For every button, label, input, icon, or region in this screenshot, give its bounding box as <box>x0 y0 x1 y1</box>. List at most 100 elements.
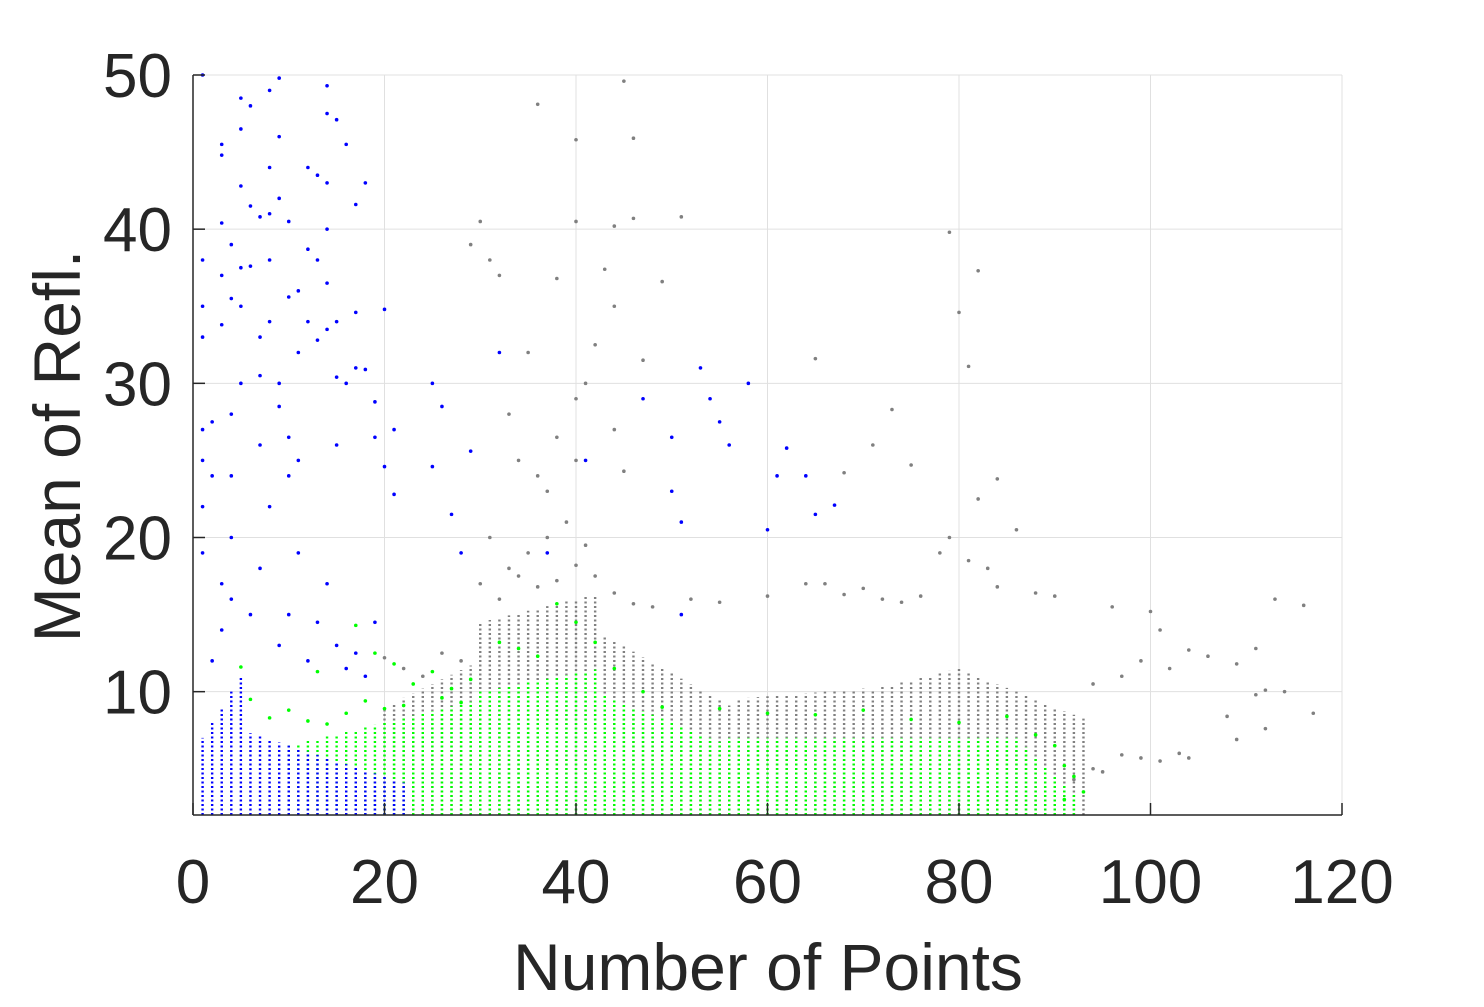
y-axis-label: Mean of Refl. <box>20 250 94 643</box>
data-point <box>574 620 578 625</box>
data-point <box>593 342 597 347</box>
data-point <box>1234 737 1239 742</box>
data-point <box>325 722 329 726</box>
data-point <box>1052 594 1057 598</box>
data-point <box>239 184 243 188</box>
data-point <box>679 612 684 617</box>
data-point <box>660 279 664 284</box>
data-point <box>239 265 243 270</box>
data-point <box>985 566 990 571</box>
data-point <box>286 295 291 299</box>
data-point <box>1033 733 1038 737</box>
data-point <box>315 258 320 262</box>
data-point <box>574 396 578 401</box>
data-point <box>526 551 530 555</box>
data-point <box>210 420 214 424</box>
data-point <box>1148 609 1153 614</box>
data-point <box>861 708 866 712</box>
data-point <box>353 366 358 370</box>
data-point <box>535 585 540 589</box>
data-point <box>1225 714 1229 719</box>
data-point <box>574 458 578 463</box>
data-point <box>315 173 320 178</box>
data-point <box>507 412 511 416</box>
data-point <box>727 443 731 447</box>
data-point <box>1014 527 1019 532</box>
data-point <box>239 96 243 100</box>
y-tick-label: 10 <box>103 659 172 728</box>
data-point <box>804 581 808 586</box>
data-point <box>535 102 540 107</box>
data-point <box>1167 666 1172 671</box>
y-tick-label: 30 <box>103 350 172 419</box>
data-point <box>306 719 310 723</box>
data-point <box>497 597 502 601</box>
data-point <box>334 643 339 648</box>
data-point <box>526 350 530 355</box>
data-point <box>459 551 463 555</box>
data-point <box>363 674 368 679</box>
data-point <box>258 373 262 378</box>
data-point <box>325 111 329 116</box>
data-point <box>239 381 243 386</box>
data-point <box>612 591 617 595</box>
data-point <box>344 381 349 386</box>
data-point <box>957 310 961 315</box>
data-point <box>344 666 349 671</box>
data-point <box>277 196 281 201</box>
data-point <box>1263 688 1268 692</box>
x-tick-label: 80 <box>925 848 994 917</box>
data-point <box>248 204 253 208</box>
data-point <box>555 276 559 281</box>
data-point <box>669 435 674 440</box>
data-point <box>976 268 980 273</box>
data-point <box>267 165 272 170</box>
data-point <box>1177 751 1182 756</box>
data-point <box>545 551 550 555</box>
data-point <box>488 535 492 540</box>
data-point <box>296 458 301 463</box>
data-point <box>842 470 846 475</box>
data-point <box>296 551 301 555</box>
data-point <box>219 273 224 278</box>
data-point <box>229 242 234 247</box>
data-point <box>516 574 521 578</box>
data-point <box>545 489 550 494</box>
data-point <box>286 219 291 224</box>
data-point <box>545 535 550 540</box>
data-point <box>200 258 205 262</box>
data-point <box>679 520 684 524</box>
data-point <box>401 703 406 708</box>
data-point <box>248 612 253 617</box>
data-point <box>239 127 243 131</box>
data-point <box>219 221 224 225</box>
data-point <box>1062 797 1067 802</box>
data-point <box>325 227 329 231</box>
data-point <box>459 700 463 705</box>
data-point <box>210 474 214 478</box>
data-point <box>631 136 636 141</box>
data-point <box>708 396 712 401</box>
data-point <box>258 566 262 571</box>
data-point <box>392 492 396 497</box>
data-point <box>938 551 942 555</box>
data-point <box>717 600 722 605</box>
data-point <box>382 307 387 312</box>
data-point <box>258 335 262 339</box>
data-point <box>373 400 377 404</box>
data-point <box>334 117 339 122</box>
data-point <box>344 142 349 147</box>
data-point <box>239 665 243 669</box>
data-point <box>966 558 971 563</box>
data-point <box>200 427 205 432</box>
data-point <box>583 381 588 386</box>
data-point <box>1187 648 1191 652</box>
data-point <box>267 258 272 262</box>
data-points <box>200 73 1316 802</box>
data-point <box>411 682 416 686</box>
data-point <box>555 578 559 583</box>
data-point <box>641 396 645 401</box>
data-point <box>842 592 846 597</box>
data-point <box>363 699 368 703</box>
data-point <box>641 358 645 363</box>
